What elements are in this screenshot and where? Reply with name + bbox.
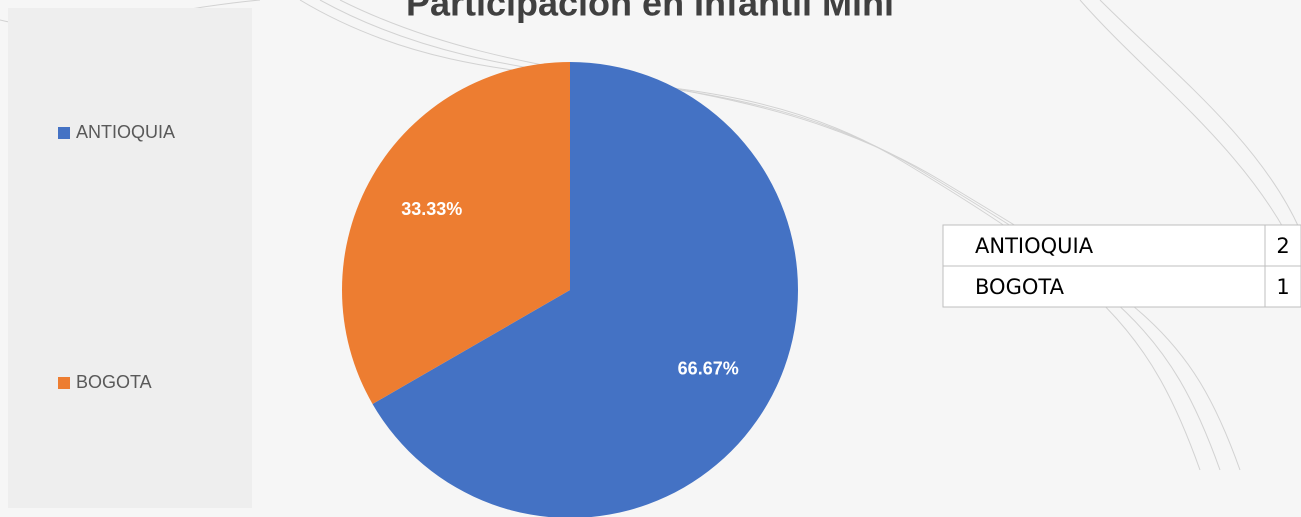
legend-label: ANTIOQUIA	[76, 122, 175, 142]
pie: 66.67% 33.33%	[342, 62, 798, 517]
screen: Participación en Infantil Mini 66.67% 33.…	[0, 0, 1301, 517]
data-label: 66.67%	[678, 359, 739, 379]
table-text: 2	[1276, 234, 1289, 258]
table-text: BOGOTA	[975, 275, 1065, 299]
chart-title: Participación en Infantil Mini	[406, 0, 894, 24]
legend-label: BOGOTA	[76, 372, 152, 392]
legend-swatch	[58, 127, 70, 139]
legend-panel	[8, 8, 252, 508]
table-text: ANTIOQUIA	[975, 234, 1094, 258]
data-label: 33.33%	[401, 199, 462, 219]
table-text: 1	[1276, 275, 1289, 299]
legend-swatch	[58, 377, 70, 389]
data-table: ANTIOQUIA 2 BOGOTA 1	[943, 225, 1301, 307]
